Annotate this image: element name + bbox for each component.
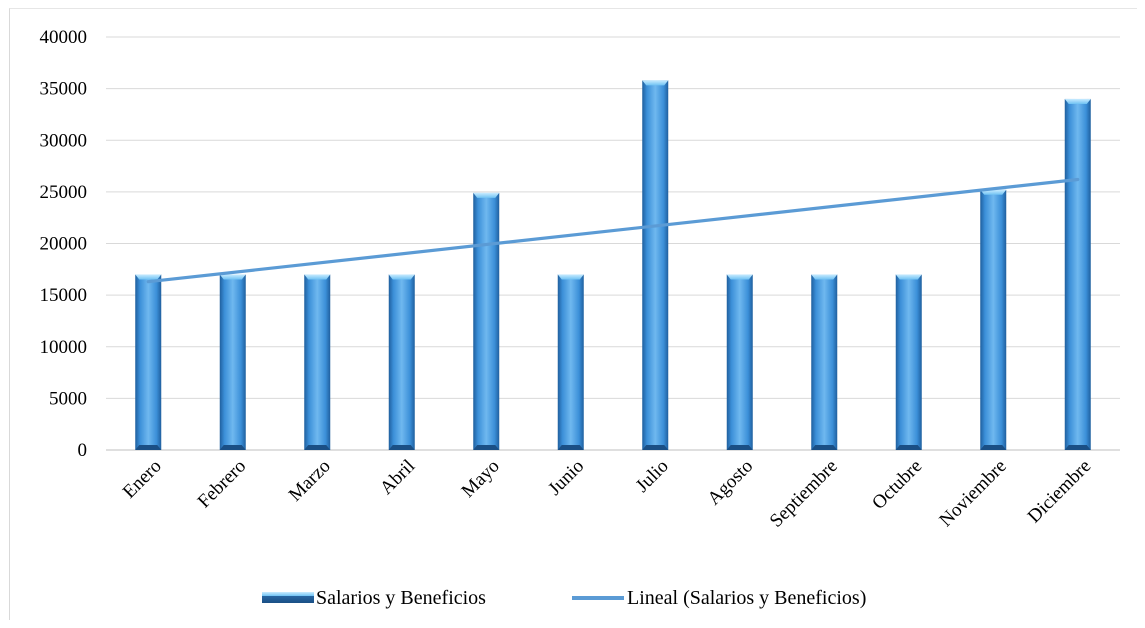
x-tick-label: Febrero: [194, 456, 251, 513]
bar-bottom-bevel: [388, 445, 415, 450]
bar: [895, 274, 922, 450]
bar-bottom-bevel: [642, 445, 669, 450]
bar-body: [811, 274, 838, 450]
bar: [135, 274, 162, 450]
x-tick-label: Abril: [376, 456, 419, 499]
trendline: [146, 177, 1080, 284]
bar-top-bevel: [726, 274, 753, 280]
gridlines: [106, 36, 1120, 451]
bar-bottom-bevel: [557, 445, 584, 450]
bar-body: [1064, 98, 1091, 450]
bar-bottom-bevel: [980, 445, 1007, 450]
y-tick-label: 20000: [40, 234, 88, 255]
bar-top-bevel: [304, 274, 331, 280]
x-tick-label: Junio: [544, 456, 588, 500]
y-tick-label: 15000: [40, 285, 88, 306]
bar: [642, 80, 669, 451]
bar-body: [219, 274, 246, 450]
y-tick-label: 35000: [40, 79, 88, 100]
bar: [726, 274, 753, 450]
legend-bar-swatch-highlight: [262, 592, 314, 596]
legend-label-trendline: Lineal (Salarios y Beneficios): [627, 587, 866, 609]
bar: [811, 274, 838, 450]
bar-bottom-bevel: [473, 445, 500, 450]
bar-body: [895, 274, 922, 450]
bar-body: [557, 274, 584, 450]
y-tick-label: 40000: [40, 27, 88, 48]
bar-body: [135, 274, 162, 450]
bar-top-bevel: [1064, 98, 1091, 104]
x-tick-label: Septiembre: [766, 456, 842, 532]
bar-top-bevel: [642, 80, 669, 86]
bar-bottom-bevel: [1064, 445, 1091, 450]
bar-top-bevel: [219, 274, 246, 280]
y-tick-label: 0: [78, 440, 88, 461]
y-tick-label: 30000: [40, 130, 88, 151]
x-tick-label: Agosto: [704, 456, 758, 510]
y-tick-label: 25000: [40, 182, 88, 203]
bar-bottom-bevel: [811, 445, 838, 450]
x-tick-label: Julio: [632, 456, 673, 497]
bar: [388, 274, 415, 450]
x-tick-label: Enero: [119, 456, 166, 503]
y-axis-labels: 0 5000 10000 15000 20000 25000 30000 35000 40000: [40, 27, 88, 461]
bar-body: [473, 192, 500, 450]
legend-item-bars: Salarios y Beneficios: [262, 587, 486, 609]
bar-top-bevel: [811, 274, 838, 280]
bars: [135, 80, 1091, 451]
bar-bottom-bevel: [135, 445, 162, 450]
legend-item-trendline: Lineal (Salarios y Beneficios): [572, 587, 866, 609]
bar-top-bevel: [895, 274, 922, 280]
bar-body: [304, 274, 331, 450]
bar: [980, 189, 1007, 450]
bar-bottom-bevel: [219, 445, 246, 450]
x-tick-label: Noviembre: [935, 456, 1010, 531]
bar-bottom-bevel: [726, 445, 753, 450]
legend: Salarios y Beneficios Lineal (Salarios y…: [262, 587, 866, 609]
bar-bottom-bevel: [304, 445, 331, 450]
bar: [557, 274, 584, 450]
bar-body: [388, 274, 415, 450]
bar: [219, 274, 246, 450]
x-tick-label: Octubre: [868, 456, 926, 514]
legend-label-bars: Salarios y Beneficios: [316, 587, 486, 609]
x-axis-labels: Enero Febrero Marzo Abril Mayo Junio Julio Agos…: [119, 456, 1095, 532]
bar: [304, 274, 331, 450]
bar-body: [980, 189, 1007, 450]
y-tick-label: 5000: [49, 388, 87, 409]
trendline-group: [146, 177, 1080, 284]
bar-body: [726, 274, 753, 450]
legend-bar-swatch: [262, 592, 314, 603]
x-tick-label: Diciembre: [1024, 456, 1096, 528]
x-tick-label: Mayo: [458, 456, 504, 502]
bar-body: [642, 80, 669, 451]
y-tick-label: 10000: [40, 337, 88, 358]
x-tick-label: Marzo: [285, 456, 335, 506]
bar-bottom-bevel: [895, 445, 922, 450]
bar-top-bevel: [388, 274, 415, 280]
bar: [473, 192, 500, 450]
bar-top-bevel: [557, 274, 584, 280]
bar-top-bevel: [473, 192, 500, 198]
bar-top-bevel: [135, 274, 162, 280]
bar: [1064, 98, 1091, 450]
